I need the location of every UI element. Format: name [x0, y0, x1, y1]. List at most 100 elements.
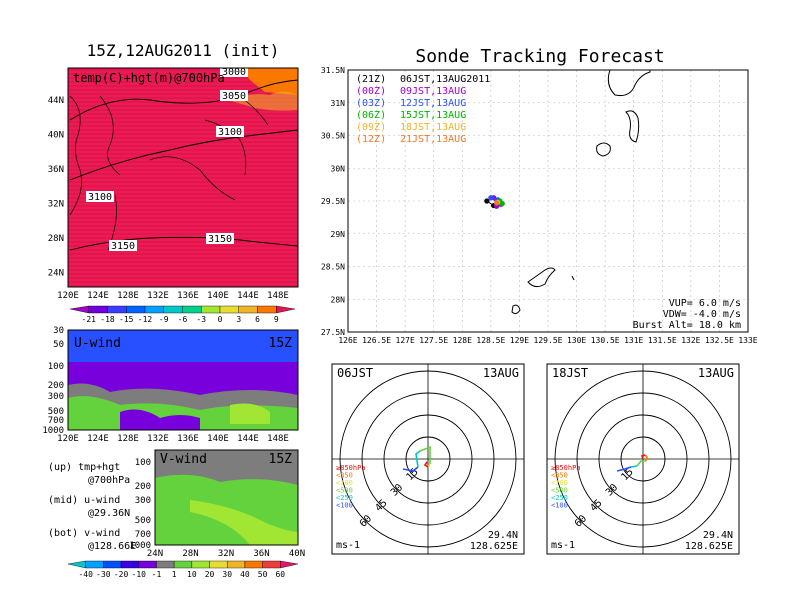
vwind-y-tick: 500 [135, 516, 151, 526]
track-lon-tick: 131E [624, 336, 643, 345]
uwind-x-tick: 128E [117, 434, 139, 444]
island-yaku [596, 142, 611, 157]
map-lat-tick: 40N [48, 131, 64, 141]
polar-level-label: <700 [336, 479, 353, 487]
wind-colorbar-swatch [173, 560, 193, 569]
track-param: VDW= -4.0 m/s [663, 309, 741, 320]
vwind-y-tick: 100 [135, 458, 151, 468]
temp-colorbar-swatch [276, 305, 296, 314]
wind-colorbar-swatch [191, 560, 210, 569]
wind-colorbar-label: 50 [258, 570, 268, 579]
track-map: (21Z) 06JST,13AUG2011 (00Z) 09JST,13AUG (03Z… [321, 66, 758, 345]
polar-unit: ms-1 [336, 540, 360, 551]
wind-colorbar-swatch [85, 560, 104, 569]
island-amami [527, 267, 556, 288]
polar-wind-trace [644, 454, 648, 462]
track-legend-time: 12JST,13AUG [400, 98, 466, 109]
left-title: 15Z,12AUG2011 (init) [87, 41, 280, 60]
track-legend-code: (03Z) [356, 98, 386, 109]
map-lon-tick: 144E [237, 291, 259, 301]
temp-colorbar-swatch [257, 305, 277, 314]
contour-label-bg [109, 240, 137, 251]
temp-colorbar-label: 9 [274, 315, 279, 324]
temp-colorbar-label: -15 [119, 315, 134, 324]
uwind-y-tick: 500 [48, 407, 64, 417]
polar-wind-trace [630, 465, 638, 468]
track-legend-code: (00Z) [356, 86, 386, 97]
track-legend-time: 15JST,13AUG [400, 110, 466, 121]
track-lat-tick: 29N [331, 230, 346, 239]
temp-colorbar-label: 6 [255, 315, 260, 324]
uwind-x-tick: 136E [177, 434, 199, 444]
uwind-label: U-wind [74, 336, 121, 351]
contour-label: 3150 [111, 241, 135, 252]
panel-legend-line: (bot) v-wind [48, 528, 120, 539]
polar-level-label: <500 [336, 487, 353, 495]
wind-colorbar-swatch [156, 560, 175, 569]
track-lon-tick: 130E [567, 336, 586, 345]
contour-label-bg [220, 66, 248, 77]
polar-time: 06JST [337, 366, 373, 380]
panel-legend-sub: @29.36N [88, 508, 130, 519]
polar-level-label: <700 [551, 479, 568, 487]
wind-colorbar-swatch [280, 560, 299, 569]
track-point [484, 198, 490, 204]
track-legend-time: 18JST,13AUG [400, 122, 466, 133]
polar-wind-trace [402, 466, 419, 472]
temp-colorbar-label: -12 [138, 315, 153, 324]
temp-colorbar-swatch [107, 305, 127, 314]
polar-wind-trace [640, 454, 646, 460]
panel-legend-line: (up) tmp+hgt [48, 462, 120, 473]
temp-colorbar: -21 -18 -15 -12 -9 -6 -3 0 3 6 9 [69, 305, 296, 324]
track-lon-tick: 131.5E [648, 336, 677, 345]
track-lat-tick: 30N [331, 164, 346, 173]
uwind-x-tick: 148E [267, 434, 289, 444]
track-lat-tick: 29.5N [321, 197, 345, 206]
track-lon-tick: 126.5E [362, 336, 391, 345]
island-small-1 [511, 304, 521, 315]
vwind-y-tick: 200 [135, 482, 151, 492]
track-lon-tick: 128E [453, 336, 472, 345]
wind-colorbar-swatch [67, 560, 86, 569]
polar-level-label: <500 [551, 487, 568, 495]
wind-colorbar-swatch [227, 560, 246, 569]
track-lon-tick: 128.5E [476, 336, 505, 345]
polar-wind-trace [415, 450, 421, 468]
polar-left-panel: 06JST 13AUG15304560≥850hPa<850<700<500<25… [331, 363, 525, 555]
polar-lat: 29.4N [488, 530, 518, 541]
polar-level-label: <100 [336, 502, 353, 510]
wind-colorbar-swatch [209, 560, 228, 569]
contour-label: 3100 [88, 192, 112, 203]
track-lat-tick: 31.5N [321, 66, 345, 75]
uwind-y-tick: 300 [48, 392, 64, 402]
wind-colorbar-label: -40 [78, 570, 93, 579]
track-legend-code: (09Z) [356, 122, 386, 133]
polar-lon: 128.625E [470, 541, 518, 552]
contour-label-bg [216, 126, 244, 137]
map-lon-tick: 120E [57, 291, 79, 301]
track-legend-code: (12Z) [356, 134, 386, 145]
wind-colorbar-swatch [120, 560, 139, 569]
track-lon-tick: 127.5E [419, 336, 448, 345]
temp-colorbar-label: -18 [100, 315, 115, 324]
vwind-x-tick: 28N [182, 549, 198, 559]
wind-colorbar-label: -10 [132, 570, 147, 579]
temp-colorbar-swatch [163, 305, 183, 314]
wind-colorbar-swatch [262, 560, 281, 569]
uwind-y-tick: 700 [48, 416, 64, 426]
map-label: temp(C)+hgt(m)@700hPa [73, 71, 225, 85]
uwind-y-tick: 1000 [42, 426, 64, 436]
polar-level-label: <250 [551, 494, 568, 502]
temp-colorbar-label: -3 [196, 315, 206, 324]
wind-colorbar-label: 40 [240, 570, 250, 579]
uwind-x-tick: 120E [57, 434, 79, 444]
map-lat-tick: 36N [48, 165, 64, 175]
wind-colorbar-label: -1 [152, 570, 162, 579]
track-lon-tick: 126E [338, 336, 357, 345]
wind-colorbar-label: 1 [172, 570, 177, 579]
contour-label: 3050 [222, 91, 246, 102]
polar-wind-trace [423, 461, 429, 468]
